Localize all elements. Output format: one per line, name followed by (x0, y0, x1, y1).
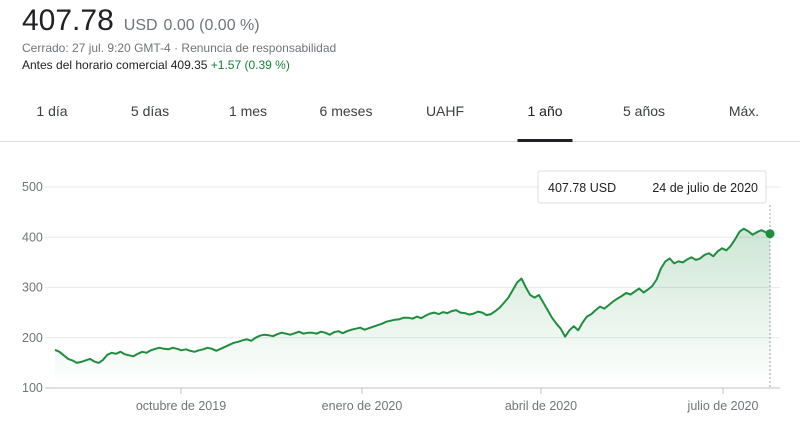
x-tick-label: octubre de 2019 (136, 399, 226, 413)
tooltip-price: 407.78 USD (548, 181, 616, 195)
tab-max[interactable]: Máx. (728, 103, 760, 119)
premarket-change: +1.57 (0.39 %) (210, 58, 290, 72)
x-axis-labels: octubre de 2019 enero de 2020 abril de 202… (136, 388, 759, 413)
price-tooltip: 407.78 USD 24 de julio de 2020 (537, 170, 767, 204)
price-row: 407.78 USD 0.00 (0.00 %) (22, 4, 336, 38)
disclaimer-link[interactable]: Renuncia de responsabilidad (181, 41, 337, 55)
tab-5-years[interactable]: 5 años (622, 103, 666, 119)
tab-5-days[interactable]: 5 días (130, 103, 170, 119)
price-change: 0.00 (0.00 %) (163, 17, 260, 34)
price-line (54, 227, 771, 364)
y-tick-label: 400 (22, 230, 43, 244)
closed-time-text: Cerrado: 27 jul. 9:20 GMT-4 · (22, 41, 182, 55)
x-tick-label: julio de 2020 (687, 399, 759, 413)
currency-label: USD (123, 17, 158, 34)
price-area-fill (55, 228, 770, 388)
y-tick-label: 200 (22, 331, 43, 345)
quote-summary: 407.78 USD 0.00 (0.00 %) Cerrado: 27 jul… (22, 4, 336, 74)
price-chart[interactable]: 100 200 300 400 500 octubre de 2019 enero de … (0, 143, 800, 423)
tab-1-year[interactable]: 1 año (517, 90, 573, 142)
tab-1-month[interactable]: 1 mes (228, 103, 268, 119)
y-tick-label: 500 (22, 180, 43, 194)
y-tick-label: 100 (22, 381, 43, 395)
x-tick-label: enero de 2020 (322, 399, 403, 413)
price-value: 407.78 (22, 4, 114, 37)
tooltip-date: 24 de julio de 2020 (652, 181, 758, 195)
market-status: Cerrado: 27 jul. 9:20 GMT-4 · Renuncia d… (22, 40, 336, 57)
premarket-info: Antes del horario comercial 409.35 +1.57… (22, 57, 336, 74)
x-tick-label: abril de 2020 (505, 399, 577, 413)
last-price-dot (765, 229, 775, 239)
y-tick-label: 300 (22, 281, 43, 295)
premarket-label: Antes del horario comercial 409.35 (22, 58, 208, 72)
tab-6-months[interactable]: 6 meses (319, 103, 373, 119)
tab-1-day[interactable]: 1 día (36, 103, 68, 119)
range-tabs: 1 día 5 días 1 mes 6 meses UAHF 1 año 5 … (0, 90, 800, 142)
tab-ytd[interactable]: UAHF (425, 103, 465, 119)
y-axis-labels: 100 200 300 400 500 (22, 180, 43, 395)
